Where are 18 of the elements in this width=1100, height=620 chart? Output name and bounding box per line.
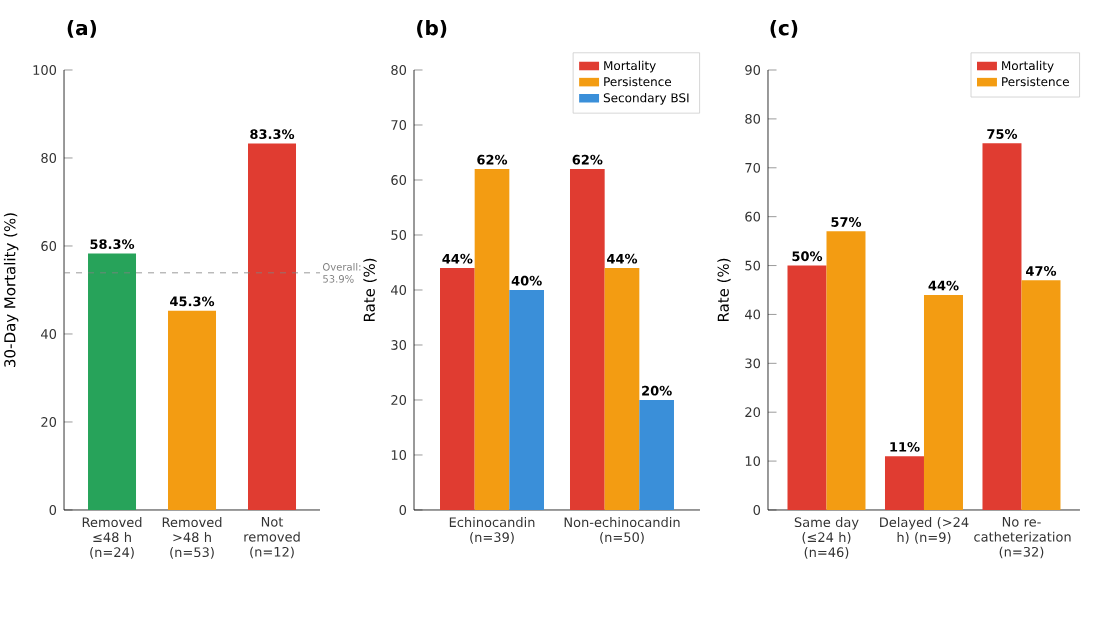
chart-title: (a) [67, 19, 97, 38]
bar [474, 168, 510, 510]
bar [570, 168, 605, 510]
bar [826, 231, 866, 510]
bar [88, 253, 137, 510]
bar [604, 267, 640, 510]
bar [168, 310, 217, 510]
bar [440, 267, 475, 510]
chart-title: (b) [417, 19, 447, 38]
bar [248, 143, 297, 510]
bar [787, 265, 827, 510]
chart-title: (c) [770, 19, 798, 38]
bar [923, 294, 963, 510]
bar [639, 399, 674, 510]
bar [1021, 280, 1061, 510]
bar [884, 456, 924, 510]
bar [509, 289, 544, 510]
bar [982, 143, 1022, 510]
